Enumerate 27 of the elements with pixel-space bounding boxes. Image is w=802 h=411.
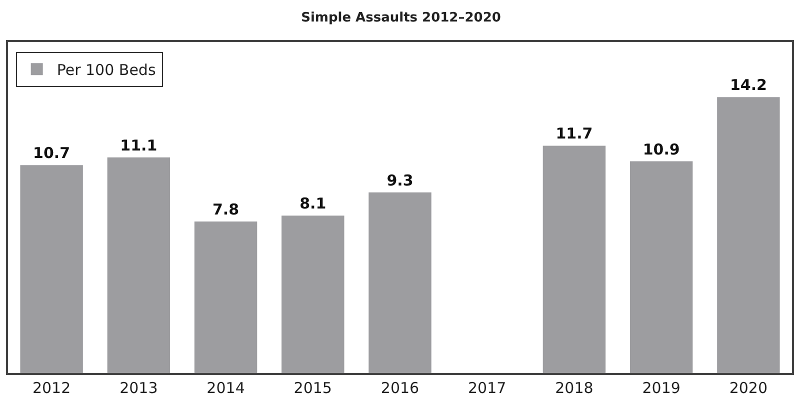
data-label: 11.7 bbox=[556, 124, 593, 143]
bar bbox=[282, 216, 344, 373]
x-tick-label: 2017 bbox=[468, 379, 506, 397]
x-tick-label: 2020 bbox=[729, 379, 768, 397]
bar bbox=[20, 165, 83, 373]
data-label: 10.7 bbox=[33, 144, 70, 162]
bar bbox=[194, 221, 258, 373]
x-tick-label: 2014 bbox=[206, 379, 245, 397]
bar bbox=[107, 157, 170, 373]
data-label: 10.9 bbox=[642, 140, 680, 158]
x-tick-label: 2019 bbox=[642, 379, 680, 397]
data-label: 9.3 bbox=[386, 171, 414, 190]
data-label: 11.1 bbox=[120, 136, 158, 154]
legend-label: Per 100 Beds bbox=[56, 61, 156, 80]
x-tick-label: 2016 bbox=[380, 379, 420, 397]
data-label: 8.1 bbox=[300, 194, 326, 213]
x-tick-label: 2015 bbox=[294, 379, 332, 397]
data-label: 7.8 bbox=[212, 200, 240, 218]
x-tick-label: 2018 bbox=[555, 379, 594, 397]
x-tick-label: 2012 bbox=[32, 379, 71, 397]
bar bbox=[368, 192, 432, 373]
bar bbox=[542, 146, 606, 373]
chart-title: Simple Assaults 2012–2020 bbox=[301, 10, 501, 26]
data-label: 14.2 bbox=[730, 76, 767, 94]
bar bbox=[630, 161, 693, 373]
x-tick-label: 2013 bbox=[120, 379, 158, 397]
bar bbox=[717, 97, 780, 373]
